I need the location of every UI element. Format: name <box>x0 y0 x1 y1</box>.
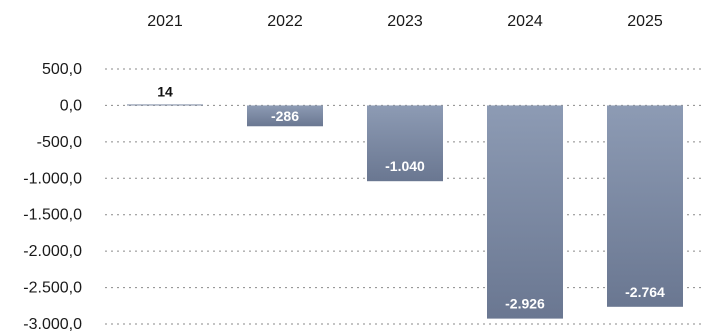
bar-2022 <box>247 105 323 127</box>
y-tick-label: -1.500,0 <box>23 207 82 224</box>
x-category-label: 2024 <box>507 13 543 30</box>
bars <box>127 104 683 319</box>
x-category-label: 2022 <box>267 13 303 30</box>
bar-2023 <box>367 105 443 182</box>
y-tick-label: 0,0 <box>60 97 82 114</box>
data-labels: 14 -286 -1.040 -2.926 -2.764 <box>157 83 665 311</box>
x-category-label: 2025 <box>627 13 663 30</box>
data-label-2023: -1.040 <box>385 158 425 174</box>
y-tick-label: -2.000,0 <box>23 243 82 260</box>
data-label-2024: -2.926 <box>505 296 545 312</box>
y-tick-label: -500,0 <box>37 134 82 151</box>
x-category-label: 2023 <box>387 13 423 30</box>
bar-2021 <box>127 104 203 106</box>
x-category-label: 2021 <box>147 13 183 30</box>
bar-2025 <box>607 105 683 307</box>
data-label-2021: 14 <box>157 83 173 99</box>
data-label-2025: -2.764 <box>625 284 665 300</box>
y-tick-label: -2.500,0 <box>23 280 82 297</box>
y-tick-label: -3.000,0 <box>23 316 82 333</box>
data-label-2022: -286 <box>271 108 299 124</box>
y-tick-label: -1.000,0 <box>23 170 82 187</box>
x-axis-category-labels: 2021 2022 2023 2024 2025 <box>147 13 663 30</box>
bar-2024 <box>487 105 563 319</box>
y-tick-label: 500,0 <box>42 61 82 78</box>
y-axis-tick-labels: 500,0 0,0 -500,0 -1.000,0 -1.500,0 -2.000,0 -2… <box>23 61 82 333</box>
